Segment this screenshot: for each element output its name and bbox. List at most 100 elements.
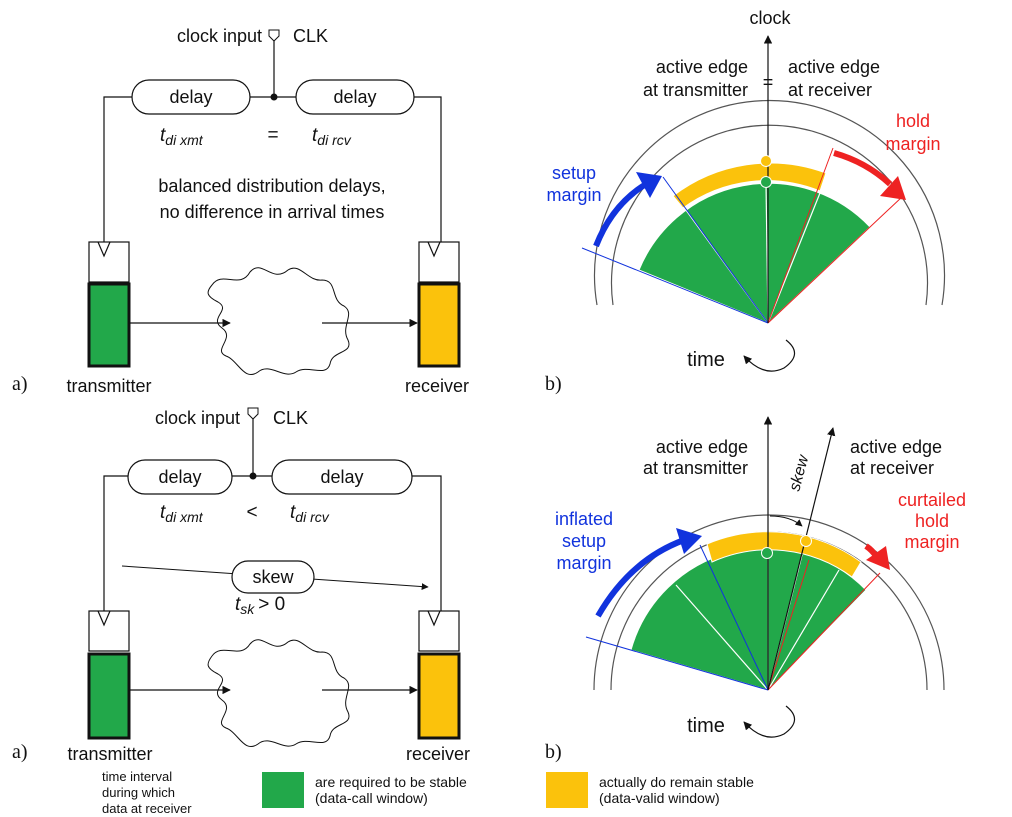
rx-edge-label: at receiver <box>850 458 934 478</box>
time-rotation-arrow <box>743 339 796 372</box>
time-label: time <box>687 349 725 371</box>
panel-label: a) <box>12 373 28 395</box>
top-left-panel: clock input CLK delay delay tdi xmt = td… <box>12 26 469 396</box>
balanced-note: balanced distribution delays, <box>158 176 385 196</box>
tx-edge-dot <box>760 176 772 188</box>
receiver-label: receiver <box>405 376 469 396</box>
time-rotation-arrow <box>743 705 796 738</box>
edge-equals: = <box>763 72 774 92</box>
clock-input-pin <box>268 29 280 42</box>
t-di-rcv: tdi rcv <box>290 502 330 525</box>
setup-margin-arrow <box>593 181 648 248</box>
t-di-xmt: tdi xmt <box>160 125 204 148</box>
legend-yellow-swatch <box>546 772 588 808</box>
t-di-rcv: tdi rcv <box>312 125 352 148</box>
legend-caption: data at receiver <box>102 801 192 816</box>
hold-margin-label: margin <box>904 532 959 552</box>
rx-edge-label: active edge <box>788 57 880 77</box>
bottom-right-panel: active edge at transmitter skew active e… <box>545 416 966 763</box>
clock-input-label: clock input <box>155 408 240 428</box>
rx-edge-dot <box>800 535 812 547</box>
tx-edge-label: at transmitter <box>643 458 748 478</box>
setup-margin-label: margin <box>546 185 601 205</box>
delay-box-transmitter <box>127 459 233 495</box>
rx-edge-label: at receiver <box>788 80 872 100</box>
clk-label: CLK <box>273 408 308 428</box>
rx-edge-dot <box>760 155 772 167</box>
legend-caption: time interval <box>102 769 172 784</box>
bottom-left-panel: clock input CLK delay delay tdi xmt < td… <box>12 407 470 764</box>
junction-dot <box>270 93 278 101</box>
hold-margin-label: hold <box>896 111 930 131</box>
tx-edge-label: at transmitter <box>643 80 748 100</box>
delay-box-transmitter <box>131 79 251 115</box>
panel-label: b) <box>545 741 562 763</box>
skew-angle-label: skew <box>786 452 812 493</box>
tx-edge-dot <box>761 547 773 559</box>
logic-cloud <box>207 267 350 375</box>
tx-edge-label: active edge <box>656 437 748 457</box>
setup-margin-label: inflated <box>555 509 613 529</box>
skew-box <box>231 560 315 594</box>
legend: time interval during which data at recei… <box>102 769 754 816</box>
data-valid-band <box>672 162 827 209</box>
clk-label: CLK <box>293 26 328 46</box>
legend-yellow-label: actually do remain stable <box>599 774 754 790</box>
setup-margin-arrow <box>595 537 686 618</box>
clock-input-pin <box>247 407 259 420</box>
hold-margin-label: curtailed <box>898 490 966 510</box>
panel-label: a) <box>12 741 28 763</box>
legend-green-label: (data-call window) <box>315 790 428 806</box>
t-sk-formula: tsk > 0 <box>235 594 285 617</box>
skew-label: skew <box>252 567 294 587</box>
junction-dot <box>249 472 257 480</box>
delay-relation: = <box>267 125 278 146</box>
t-di-xmt: tdi xmt <box>160 502 204 525</box>
transmitter-register <box>87 282 131 368</box>
logic-cloud <box>207 639 350 747</box>
receiver-register <box>417 282 461 368</box>
delay-label: delay <box>169 87 212 107</box>
setup-margin-label: setup <box>562 531 606 551</box>
data-valid-band <box>706 531 862 578</box>
transmitter-label: transmitter <box>66 376 151 396</box>
receiver-clock-pin <box>418 241 460 283</box>
legend-yellow-label: (data-valid window) <box>599 790 720 806</box>
legend-caption: during which <box>102 785 175 800</box>
legend-green-label: are required to be stable <box>315 774 467 790</box>
panel-label: b) <box>545 373 562 395</box>
transmitter-clock-pin <box>88 610 130 652</box>
clock-label: clock <box>749 8 791 28</box>
top-right-panel: clock active edge at transmitter = activ… <box>545 8 946 395</box>
receiver-register <box>417 652 461 740</box>
hold-margin-label: margin <box>885 134 940 154</box>
setup-margin-label: margin <box>556 553 611 573</box>
setup-margin-label: setup <box>552 163 596 183</box>
hold-margin-label: hold <box>915 511 949 531</box>
delay-label: delay <box>320 467 363 487</box>
delay-box-receiver <box>271 459 413 495</box>
delay-label: delay <box>158 467 201 487</box>
transmitter-register <box>87 652 131 740</box>
receiver-clock-pin <box>418 610 460 652</box>
rx-edge-label: active edge <box>850 437 942 457</box>
time-ring <box>610 124 929 306</box>
time-label: time <box>687 715 725 737</box>
time-ring <box>593 514 945 691</box>
clock-input-label: clock input <box>177 26 262 46</box>
transmitter-label: transmitter <box>67 744 152 764</box>
delay-label: delay <box>333 87 376 107</box>
balanced-note: no difference in arrival times <box>160 202 385 222</box>
tx-edge-label: active edge <box>656 57 748 77</box>
skew-angle-arrow <box>769 515 803 527</box>
delay-relation: < <box>246 502 257 523</box>
legend-green-swatch <box>262 772 304 808</box>
transmitter-clock-pin <box>88 241 130 283</box>
data-call-sector <box>638 182 871 324</box>
hold-margin-arrow <box>833 150 893 187</box>
delay-box-receiver <box>295 79 415 115</box>
data-call-sector <box>630 547 867 691</box>
time-ring <box>593 99 946 306</box>
receiver-label: receiver <box>406 744 470 764</box>
